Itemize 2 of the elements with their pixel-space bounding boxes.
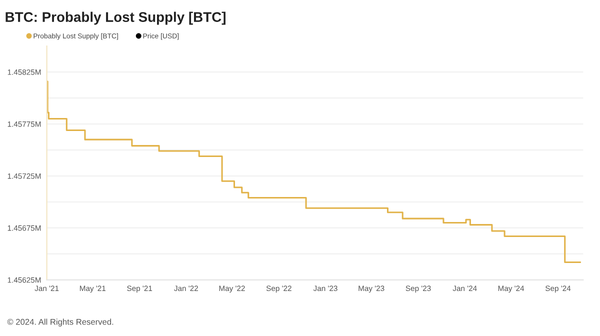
text: © 2024. All Rights Reserved. [7,318,114,326]
chart-title: BTC: Probably Lost Supply [BTC] [6,12,226,25]
